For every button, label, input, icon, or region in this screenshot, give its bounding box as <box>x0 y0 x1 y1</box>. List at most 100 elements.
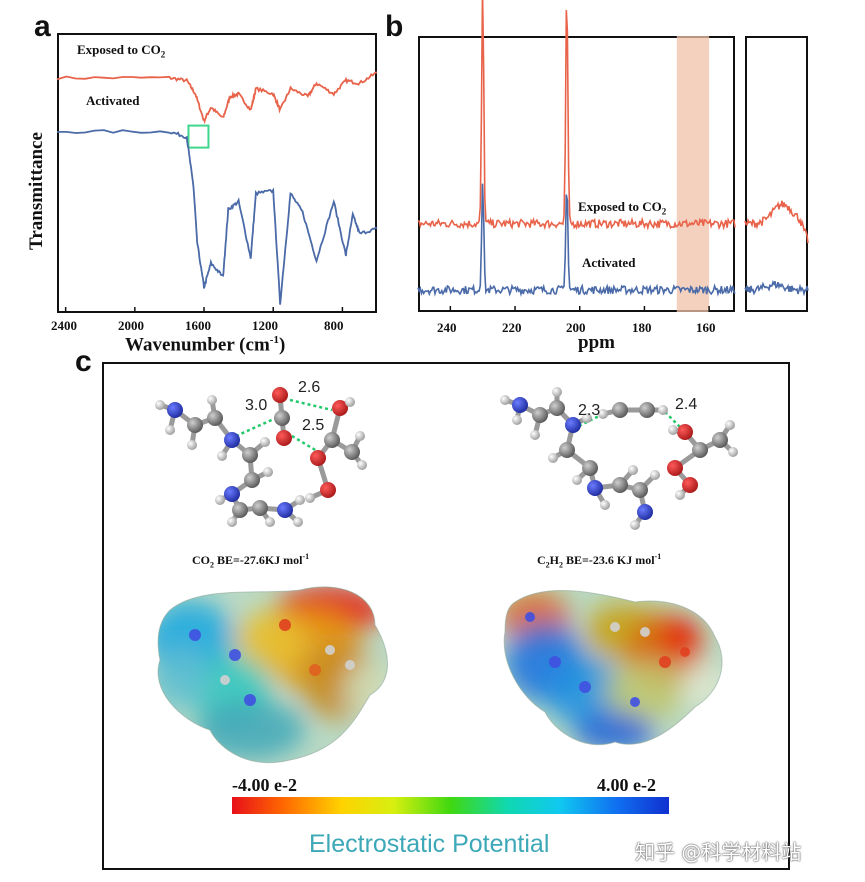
atom-h <box>207 395 217 405</box>
nmr-highlight-band <box>676 36 710 312</box>
atom-c <box>232 502 248 518</box>
atom-h <box>725 420 735 430</box>
atom-o <box>682 477 698 493</box>
atom-n <box>512 397 528 413</box>
atom-c <box>274 410 290 426</box>
atom-h <box>598 409 608 419</box>
atom-h <box>675 490 685 500</box>
ftir-series-activated <box>57 129 378 305</box>
atom-c <box>582 460 598 476</box>
esp-blob <box>680 662 723 712</box>
nmr-series-co2 <box>417 0 736 231</box>
ftir-series-co2 <box>56 71 377 125</box>
nmr-series-activated <box>417 183 736 298</box>
hydrogen-bond <box>235 416 277 438</box>
atom-h <box>215 495 225 505</box>
esp-blobs <box>158 586 388 760</box>
atom-h <box>187 440 197 450</box>
atom-n <box>224 486 240 502</box>
atom-h <box>548 453 558 463</box>
atom-h <box>295 495 305 505</box>
atom-o <box>276 430 292 446</box>
atom-o <box>320 482 336 498</box>
atom-o <box>332 400 348 416</box>
colorbar <box>232 797 669 814</box>
atom-h <box>227 517 237 527</box>
nmr-inset-activated <box>744 279 809 297</box>
atom-h <box>728 447 738 457</box>
colorbar-title: Electrostatic Potential <box>309 830 550 858</box>
esp-outline <box>503 589 723 746</box>
atom-c <box>612 402 628 418</box>
esp-blob <box>195 700 305 760</box>
esp-blob <box>660 617 700 657</box>
atom-c <box>549 400 565 416</box>
esp-atom <box>244 694 256 706</box>
atom-n <box>587 480 603 496</box>
esp-atom <box>630 697 640 707</box>
b-tick-200: 200 <box>566 320 586 335</box>
esp-color-field <box>158 586 388 763</box>
esp-blob <box>575 712 655 745</box>
atom-h <box>512 415 522 425</box>
panel-b-inset-frame <box>745 36 808 312</box>
co2-binding-energy: CO2 BE=-27.6KJ mol-1 <box>192 552 310 570</box>
colorbar-max-label: 4.00 e-2 <box>597 775 656 795</box>
esp-outline <box>157 586 388 764</box>
atom-h <box>600 500 610 510</box>
atom-c <box>639 402 655 418</box>
b-tick-220: 220 <box>502 320 522 335</box>
atom-h <box>500 395 510 405</box>
atom-n <box>565 417 581 433</box>
atom-c <box>612 477 628 493</box>
panel-c-frame <box>102 362 790 870</box>
panel-a-frame <box>57 33 377 313</box>
atom-h <box>668 425 678 435</box>
distance-label-2-4: 2.4 <box>675 396 698 413</box>
atom-n <box>277 502 293 518</box>
panel-a-letter: a <box>34 10 51 43</box>
atom-h <box>155 400 165 410</box>
nmr-inset-plot <box>744 200 809 297</box>
distance-label-2-3: 2.3 <box>578 402 601 419</box>
atom-c <box>632 482 648 498</box>
atom-c <box>559 442 575 458</box>
watermark: 知乎 @科学材料站 <box>635 840 802 864</box>
distance-label-2-6: 2.6 <box>298 379 321 396</box>
esp-atom <box>220 675 230 685</box>
atom-n <box>167 402 183 418</box>
atom-h <box>658 405 668 415</box>
b-series-label-activated: Activated <box>582 255 636 270</box>
co2-esp-surface <box>157 586 388 764</box>
atom-c <box>242 447 258 463</box>
colorbar-min-label: -4.00 e-2 <box>232 775 297 795</box>
atom-h <box>650 470 660 480</box>
a-series-label-co2: Exposed to CO2 <box>77 42 166 60</box>
atom-c <box>244 472 260 488</box>
panel-b-frame <box>418 36 735 312</box>
a-tick-2400: 2400 <box>51 318 77 333</box>
nmr-plot <box>417 0 736 312</box>
atom-c <box>187 417 203 433</box>
c2h2-binding-energy: C2H2 BE=-23.6 KJ mol-1 <box>537 552 662 570</box>
panel-b-letter: b <box>385 10 404 43</box>
atom-o <box>310 450 326 466</box>
hydrogen-bond <box>289 398 333 412</box>
atom-h <box>582 413 592 423</box>
a-tick-1600: 1600 <box>185 318 211 333</box>
c2h2-complex-molecule <box>500 387 738 530</box>
esp-atom <box>309 664 321 676</box>
atom-o <box>667 460 683 476</box>
panel-a-xlabel: Wavenumber (cm-1) <box>125 334 286 356</box>
a-tick-2000: 2000 <box>118 318 144 333</box>
esp-atom <box>325 645 335 655</box>
atom-n <box>224 432 240 448</box>
hydrogen-bond <box>664 411 684 431</box>
atom-h <box>345 397 355 407</box>
atom-c <box>207 410 223 426</box>
atom-c <box>712 432 728 448</box>
esp-atom <box>659 656 671 668</box>
esp-atom <box>525 612 535 622</box>
esp-atom <box>279 619 291 631</box>
atom-h <box>265 517 275 527</box>
